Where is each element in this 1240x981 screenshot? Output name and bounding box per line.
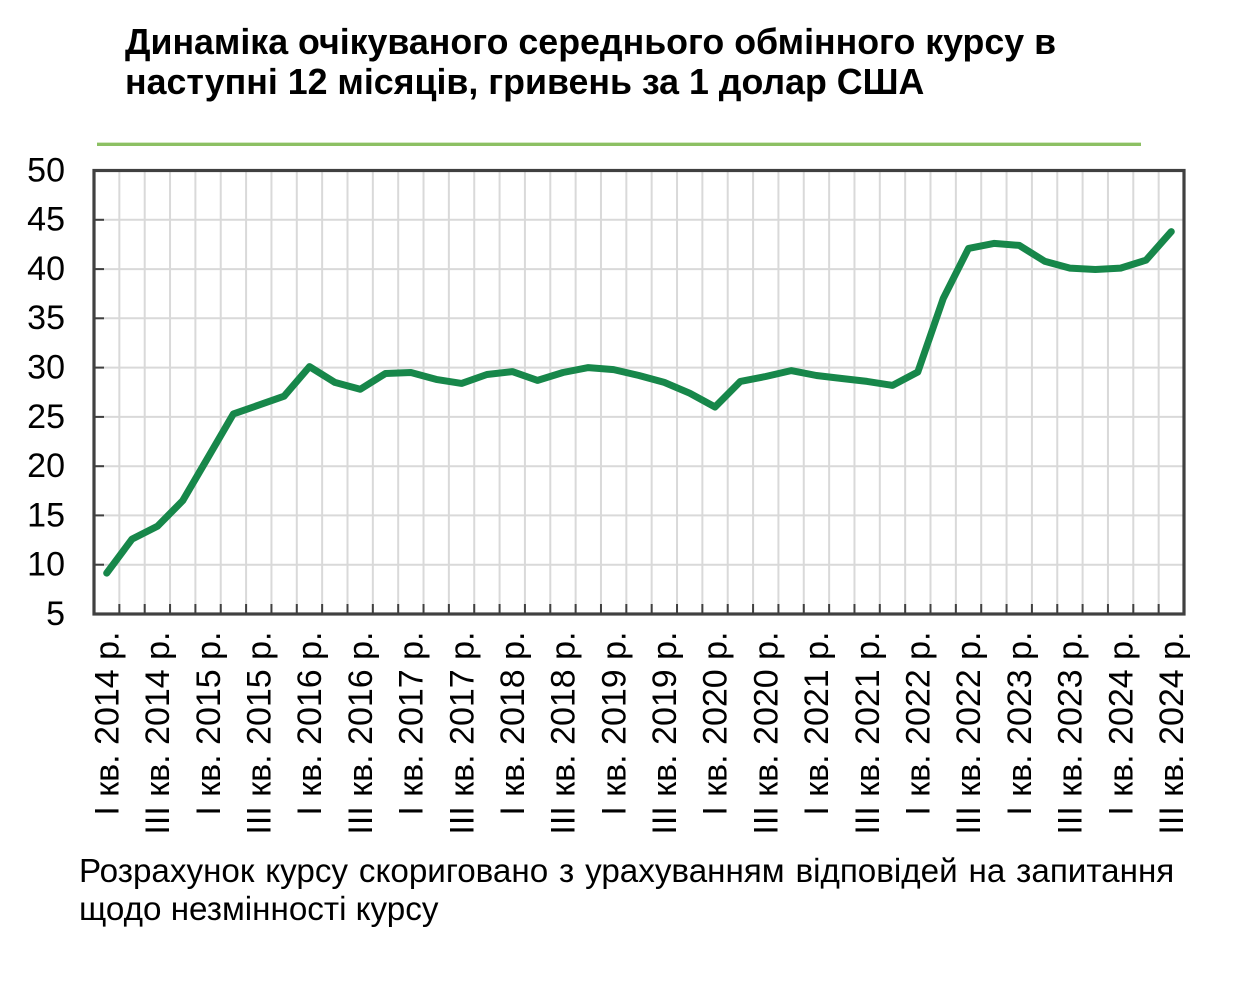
svg-text:ІІІ кв. 2023 р.: ІІІ кв. 2023 р. <box>1052 632 1090 835</box>
svg-text:ІІІ кв. 2016 р.: ІІІ кв. 2016 р. <box>342 632 380 835</box>
svg-text:25: 25 <box>27 398 65 436</box>
svg-text:ІІІ кв. 2017 р.: ІІІ кв. 2017 р. <box>443 632 481 835</box>
svg-text:І кв. 2020 р.: І кв. 2020 р. <box>697 632 735 816</box>
svg-text:45: 45 <box>27 201 65 239</box>
svg-text:ІІІ кв. 2019 р.: ІІІ кв. 2019 р. <box>646 632 684 835</box>
svg-text:10: 10 <box>27 546 65 584</box>
svg-text:І кв. 2021 р.: І кв. 2021 р. <box>798 632 836 816</box>
svg-text:І кв. 2022 р.: І кв. 2022 р. <box>900 632 938 816</box>
svg-text:І кв. 2014 р.: І кв. 2014 р. <box>88 632 126 816</box>
svg-text:ІІІ кв. 2022 р.: ІІІ кв. 2022 р. <box>950 632 988 835</box>
svg-text:І кв. 2017 р.: І кв. 2017 р. <box>393 632 431 816</box>
svg-text:20: 20 <box>27 447 65 485</box>
svg-text:30: 30 <box>27 349 65 387</box>
svg-text:І кв. 2018 р.: І кв. 2018 р. <box>494 632 532 816</box>
svg-text:ІІІ кв. 2014 р.: ІІІ кв. 2014 р. <box>139 632 177 835</box>
svg-text:І кв. 2015 р.: І кв. 2015 р. <box>190 632 228 816</box>
svg-text:5: 5 <box>46 595 65 633</box>
svg-text:ІІІ кв. 2020 р.: ІІІ кв. 2020 р. <box>747 632 785 835</box>
svg-text:40: 40 <box>27 250 65 288</box>
svg-text:І кв. 2016 р.: І кв. 2016 р. <box>291 632 329 816</box>
svg-text:50: 50 <box>27 151 65 189</box>
svg-text:ІІІ кв. 2021 р.: ІІІ кв. 2021 р. <box>849 632 887 835</box>
svg-text:І кв. 2023 р.: І кв. 2023 р. <box>1001 632 1039 816</box>
svg-text:І кв. 2019 р.: І кв. 2019 р. <box>595 632 633 816</box>
svg-text:35: 35 <box>27 299 65 337</box>
svg-text:ІІІ кв. 2015 р.: ІІІ кв. 2015 р. <box>241 632 279 835</box>
svg-text:ІІІ кв. 2024 р.: ІІІ кв. 2024 р. <box>1153 632 1191 835</box>
svg-text:ІІІ кв. 2018 р.: ІІІ кв. 2018 р. <box>545 632 583 835</box>
svg-text:15: 15 <box>27 496 65 534</box>
svg-text:І кв. 2024 р.: І кв. 2024 р. <box>1102 632 1140 816</box>
